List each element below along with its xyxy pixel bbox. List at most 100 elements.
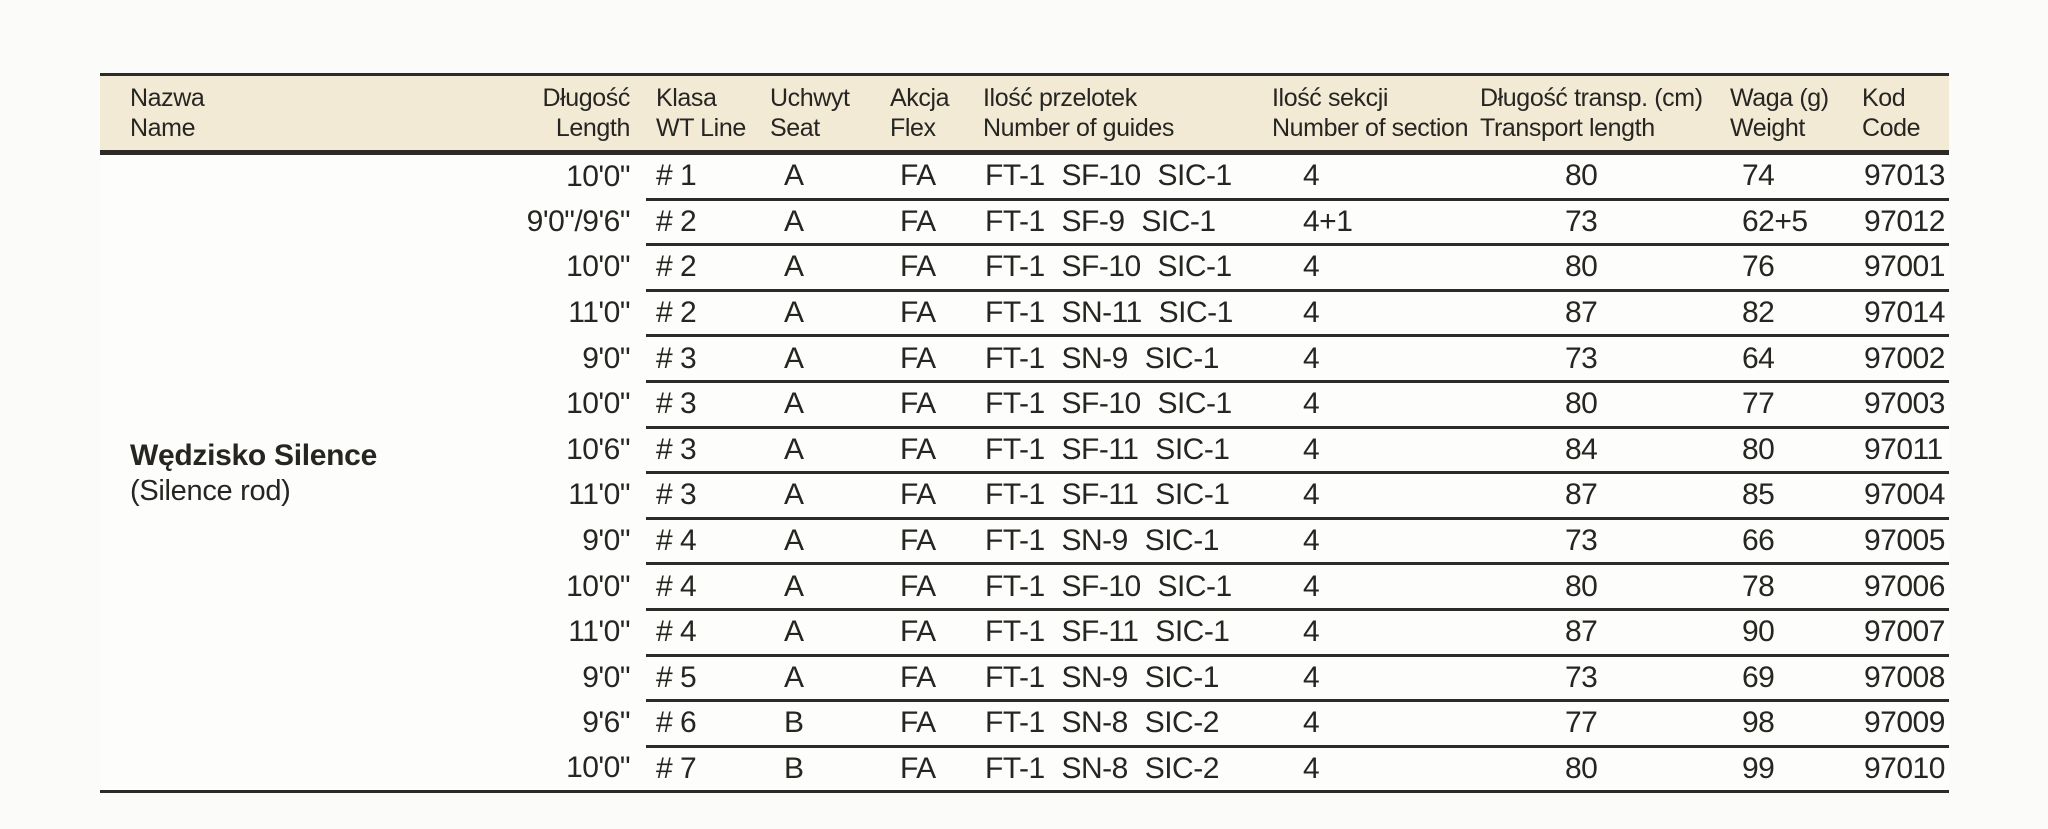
cell-weight: 76	[1725, 244, 1858, 292]
cell-transport: 73	[1480, 199, 1725, 247]
cell-weight: 77	[1725, 381, 1858, 429]
cell-guides: FT-1 SF-11 SIC-1	[983, 609, 1270, 657]
cell-transport: 87	[1480, 472, 1725, 520]
cell-transport: 80	[1565, 752, 1598, 786]
cell-length: 10'6"	[566, 432, 630, 466]
cell-guides: FT-1 SF-10 SIC-1	[983, 381, 1270, 429]
cell-seat: A	[770, 244, 890, 292]
cell-weight: 82	[1725, 290, 1858, 338]
cell-guides: FT-1 SN-9 SIC-1	[983, 518, 1270, 566]
cell-code: 97002	[1858, 335, 1949, 383]
header-guides-pl: Ilość przelotek	[983, 84, 1137, 112]
cell-wt-line: # 7	[656, 752, 697, 786]
header-code: Kod Code	[1858, 74, 1949, 155]
cell-transport: 80	[1480, 152, 1725, 201]
cell-flex: FA	[890, 609, 983, 657]
cell-guides: FT-1 SF-10 SIC-1	[983, 563, 1270, 611]
cell-flex: FA	[890, 244, 983, 292]
cell-transport: 73	[1480, 655, 1725, 703]
cell-transport: 73	[1480, 518, 1725, 566]
cell-seat: A	[770, 427, 890, 475]
table-row: 11'0" # 4 A FA FT-1 SF-11 SIC-1 4 87 90 …	[100, 609, 1949, 657]
cell-flex: FA	[890, 381, 983, 429]
cell-wt-line: # 3	[646, 472, 770, 520]
cell-flex: FA	[890, 563, 983, 611]
header-sections: Ilość sekcji Number of section	[1270, 74, 1480, 155]
cell-seat: A	[770, 655, 890, 703]
cell-seat: A	[770, 609, 890, 657]
cell-length: 10'0"	[566, 751, 630, 785]
cell-weight: 98	[1725, 700, 1858, 748]
header-transport-en: Transport length	[1480, 114, 1655, 142]
cell-code: 97014	[1858, 290, 1949, 338]
cell-sections: 4	[1270, 381, 1480, 429]
table-row: 9'0" # 3 A FA FT-1 SN-9 SIC-1 4 73 64 97…	[100, 335, 1949, 383]
cell-weight: 64	[1725, 335, 1858, 383]
cell-weight: 62+5	[1725, 199, 1858, 247]
cell-transport: 87	[1480, 609, 1725, 657]
header-flex-en: Flex	[890, 114, 936, 142]
cell-seat: A	[770, 518, 890, 566]
product-name-cell: Wędzisko Silence (Silence rod)	[100, 153, 505, 792]
cell-sections: 4	[1270, 563, 1480, 611]
cell-transport: 80	[1480, 563, 1725, 611]
cell-seat: A	[770, 290, 890, 338]
table-row: 9'0" # 5 A FA FT-1 SN-9 SIC-1 4 73 69 97…	[100, 655, 1949, 703]
spec-table-container: Nazwa Name Długość Length Klasa WT Line …	[100, 73, 1949, 794]
cell-guides: FT-1 SN-8 SIC-2	[983, 700, 1270, 748]
cell-flex: FA	[890, 152, 983, 201]
cell-code: 97012	[1858, 199, 1949, 247]
header-code-pl: Kod	[1862, 84, 1906, 112]
cell-length: 10'0"	[566, 160, 630, 194]
cell-weight: 90	[1725, 609, 1858, 657]
header-weight-pl: Waga (g)	[1730, 84, 1829, 112]
cell-guides: FT-1 SF-10 SIC-1	[983, 244, 1270, 292]
cell-sections: 4	[1303, 752, 1320, 786]
header-wt-line-en: WT Line	[656, 114, 746, 142]
header-flex-pl: Akcja	[890, 84, 950, 112]
cell-flex: FA	[890, 472, 983, 520]
cell-sections: 4	[1270, 472, 1480, 520]
header-name-pl: Nazwa	[130, 84, 205, 112]
cell-sections: 4	[1270, 655, 1480, 703]
cell-guides: FT-1 SF-10 SIC-1	[983, 152, 1270, 201]
cell-weight: 80	[1725, 427, 1858, 475]
cell-code: 97009	[1858, 700, 1949, 748]
cell-wt-line: # 3	[646, 427, 770, 475]
cell-guides: FT-1 SN-9 SIC-1	[983, 335, 1270, 383]
product-spec-table: Nazwa Name Długość Length Klasa WT Line …	[100, 73, 1949, 794]
cell-sections: 4	[1270, 518, 1480, 566]
cell-sections: 4	[1270, 427, 1480, 475]
table-row: 10'0" # 2 A FA FT-1 SF-10 SIC-1 4 80 76 …	[100, 244, 1949, 292]
cell-length: 10'0"	[566, 569, 630, 603]
cell-wt-line: # 5	[646, 655, 770, 703]
cell-sections: 4	[1270, 244, 1480, 292]
cell-wt-line: # 4	[646, 518, 770, 566]
table-header: Nazwa Name Długość Length Klasa WT Line …	[100, 74, 1949, 155]
cell-weight: 66	[1725, 518, 1858, 566]
spec-table-body: Wędzisko Silence (Silence rod) 10'0" # 1…	[100, 152, 1949, 792]
header-weight: Waga (g) Weight	[1725, 74, 1858, 155]
cell-transport: 80	[1480, 381, 1725, 429]
header-name-en: Name	[130, 114, 196, 142]
header-length: Długość Length	[505, 74, 646, 155]
cell-seat: A	[770, 472, 890, 520]
cell-transport: 77	[1480, 700, 1725, 748]
cell-wt-line: # 4	[646, 609, 770, 657]
header-seat-en: Seat	[770, 114, 820, 142]
cell-flex: FA	[890, 335, 983, 383]
cell-sections: 4	[1270, 700, 1480, 748]
cell-seat: A	[770, 199, 890, 247]
table-row: 9'0"/9'6" # 2 A FA FT-1 SF-9 SIC-1 4+1 7…	[100, 199, 1949, 247]
cell-length: 11'0"	[568, 296, 630, 330]
cell-flex: FA	[890, 427, 983, 475]
cell-length: 9'0"	[582, 341, 630, 375]
header-sections-pl: Ilość sekcji	[1272, 84, 1389, 112]
cell-guides: FT-1 SF-11 SIC-1	[983, 472, 1270, 520]
cell-code: 97010	[1864, 752, 1945, 786]
header-seat-pl: Uchwyt	[770, 84, 850, 112]
table-row: 11'0" # 3 A FA FT-1 SF-11 SIC-1 4 87 85 …	[100, 472, 1949, 520]
cell-wt-line: # 3	[646, 335, 770, 383]
cell-length: 11'0"	[568, 478, 630, 512]
